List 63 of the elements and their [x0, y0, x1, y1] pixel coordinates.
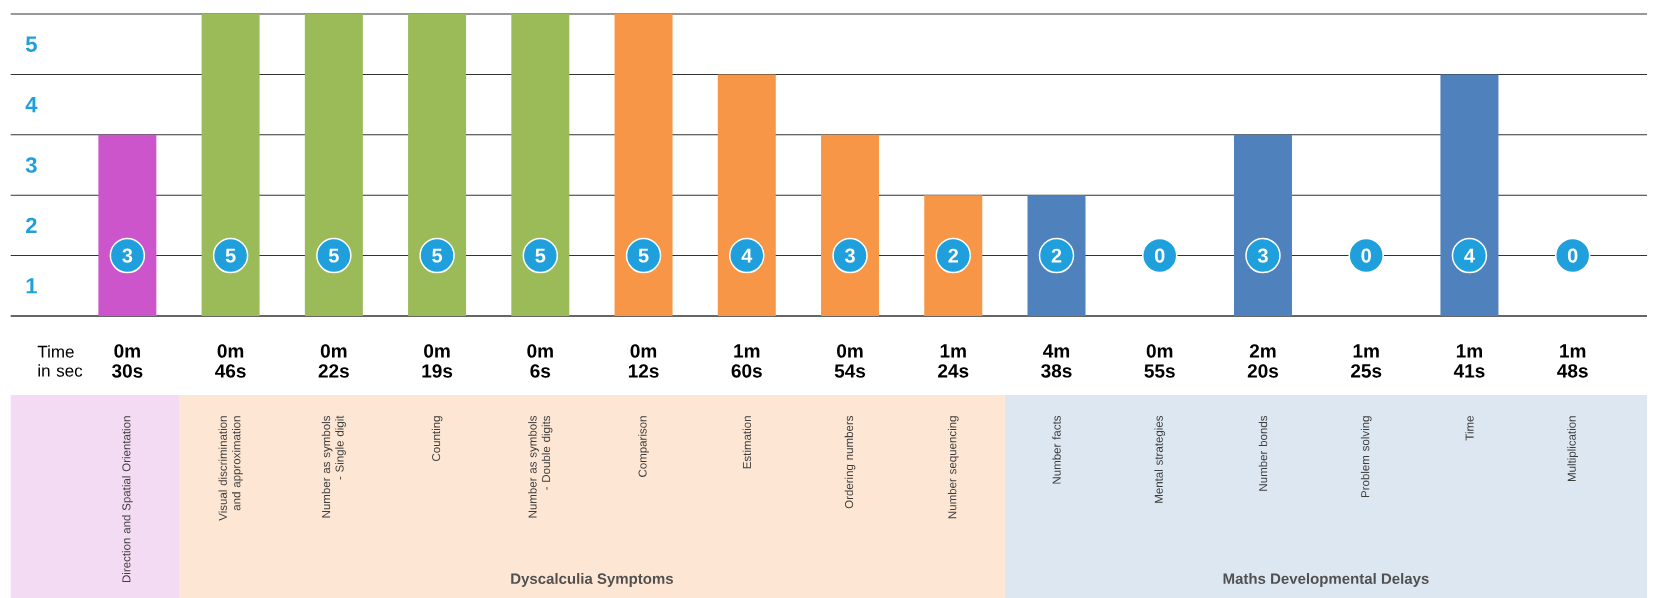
- x-tick-label: Estimation: [742, 416, 752, 469]
- annotation: 2: [26, 217, 37, 234]
- text: Dyscalculia Symptoms: [511, 572, 673, 587]
- data-label: 2: [948, 248, 959, 263]
- text: 0m 19s: [422, 344, 453, 378]
- x-tick-label: Visual discrimination and approximation: [218, 416, 243, 521]
- data-label: 3: [122, 248, 133, 263]
- bar: [1440, 74, 1499, 316]
- data-label: 2: [1051, 248, 1062, 263]
- x-tick-label: Counting: [431, 416, 443, 461]
- text: 1m 24s: [938, 344, 969, 378]
- data-label: 5: [638, 248, 649, 263]
- x-tick-label: Problem solving: [1360, 416, 1372, 498]
- text: Maths Developmental Delays: [1223, 572, 1429, 587]
- bar: [201, 14, 260, 316]
- x-tick-label: Time: [1465, 416, 1474, 441]
- data-label: 0: [1567, 248, 1578, 263]
- bar: [408, 14, 467, 316]
- data-label: 0: [1154, 248, 1165, 263]
- text: 0m 54s: [834, 344, 866, 378]
- x-tick-label: Number sequencing: [947, 416, 959, 519]
- text: 1m 41s: [1453, 344, 1485, 378]
- data-label: 4: [1464, 248, 1475, 263]
- x-tick-label: Ordering numbers: [844, 415, 856, 509]
- annotation: 5: [25, 36, 37, 52]
- text: 0m 12s: [628, 344, 659, 378]
- bar: [614, 14, 673, 316]
- text: Time in sec: [37, 345, 83, 377]
- data-label: 3: [844, 248, 855, 263]
- x-tick-label: Comparison: [638, 416, 649, 477]
- data-label: 5: [225, 248, 236, 263]
- text: 0m 22s: [318, 344, 349, 378]
- x-tick-label: Number as symbols - Double digits: [528, 415, 553, 518]
- annotation: 4: [25, 97, 38, 113]
- bar: [304, 14, 363, 316]
- text: 2m 20s: [1247, 344, 1279, 378]
- annotation: 1: [26, 278, 37, 294]
- x-tick-label: Number bonds: [1258, 415, 1268, 491]
- bar: [98, 134, 157, 316]
- text: 0m 30s: [111, 344, 143, 378]
- data-label: 5: [432, 248, 443, 263]
- text: 0m 6s: [527, 344, 553, 378]
- x-tick-label: Mental strategies: [1154, 415, 1166, 503]
- text: 1m 48s: [1557, 344, 1588, 378]
- data-label: 0: [1361, 248, 1371, 263]
- bar: [1233, 134, 1292, 316]
- annotation: 3: [25, 157, 37, 173]
- text: 0m 46s: [215, 344, 246, 378]
- text: 1m 25s: [1351, 344, 1382, 378]
- bar: [511, 14, 570, 316]
- x-tick-label: Number as symbols - Single digit: [321, 415, 346, 518]
- text: 0m 55s: [1144, 344, 1175, 378]
- data-label: 5: [535, 248, 546, 263]
- data-label: 4: [741, 248, 753, 263]
- x-tick-label: Direction and Spatial Orientation: [122, 416, 133, 583]
- data-label: 5: [328, 248, 339, 263]
- bar: [717, 74, 776, 316]
- data-label: 3: [1257, 248, 1268, 263]
- x-tick-label: Number facts: [1052, 415, 1061, 484]
- text: 1m 60s: [731, 344, 762, 378]
- bar: [821, 134, 880, 316]
- text: 4m 38s: [1041, 344, 1072, 378]
- x-tick-label: Multiplication: [1567, 416, 1579, 482]
